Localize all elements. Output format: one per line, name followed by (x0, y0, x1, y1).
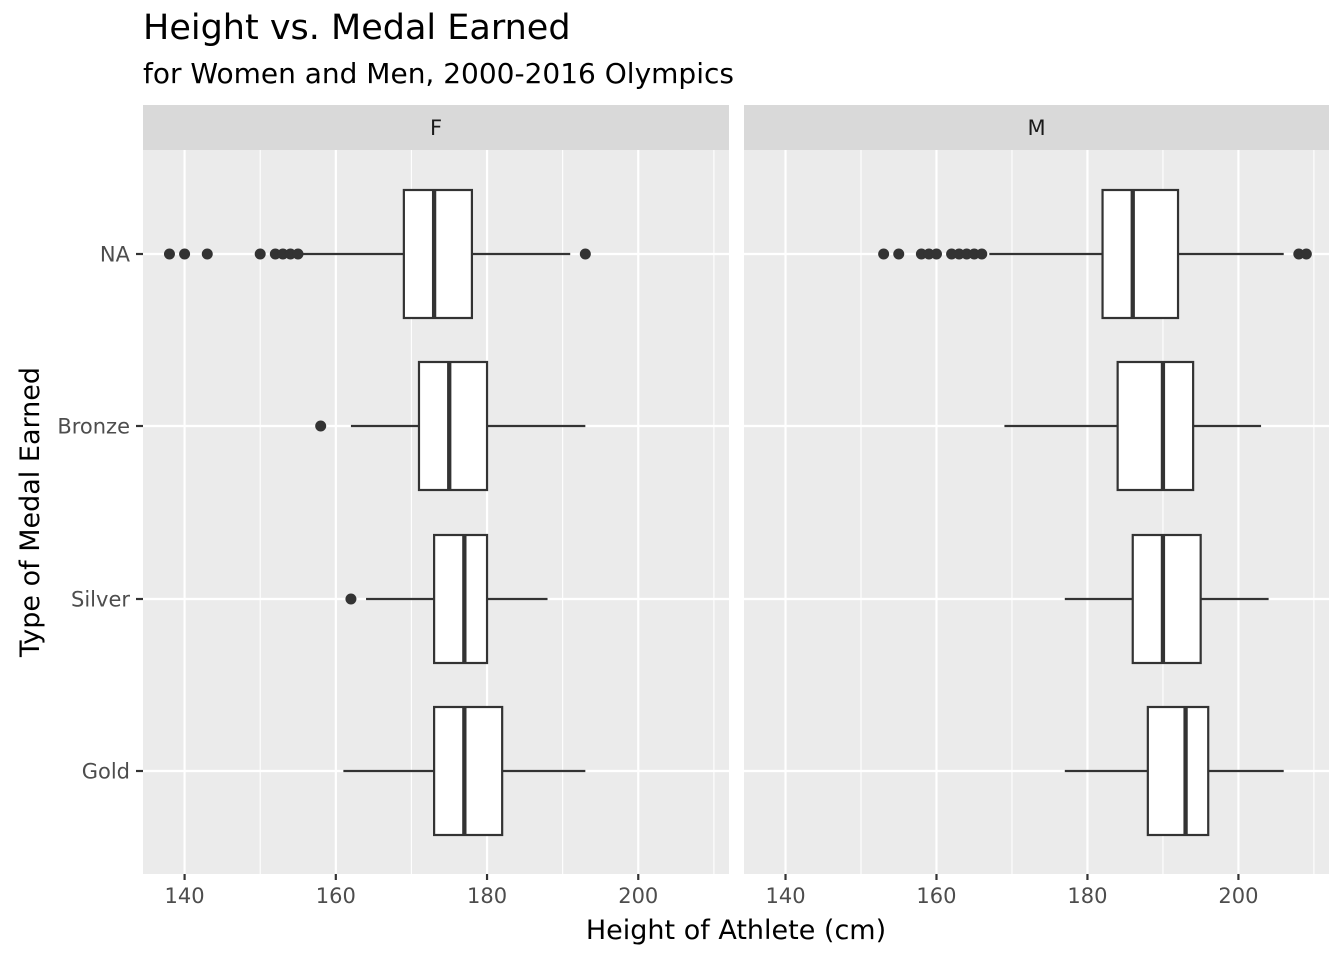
outlier-point (315, 420, 327, 432)
outlier-point (254, 248, 266, 260)
facet-label: F (430, 116, 442, 140)
x-tick-label: 160 (316, 884, 356, 908)
outlier-point (915, 248, 927, 260)
outlier-point (292, 248, 304, 260)
box-gold (343, 705, 586, 837)
outlier-point (968, 248, 980, 260)
box-iqr (402, 188, 474, 320)
outlier-point (179, 248, 191, 260)
box-silver (1064, 533, 1269, 665)
panel-background (744, 150, 1329, 874)
box-gold (1064, 705, 1284, 837)
box-na (878, 188, 1312, 320)
x-tick-label: 200 (618, 884, 658, 908)
chart-subtitle: for Women and Men, 2000-2016 Olympics (143, 57, 734, 90)
chart-title: Height vs. Medal Earned (143, 8, 571, 48)
y-tick-label: Gold (82, 760, 130, 784)
facet-strip (143, 105, 729, 150)
box-iqr (417, 360, 489, 492)
facet-strip (744, 105, 1329, 150)
box-iqr (1101, 188, 1180, 320)
box-iqr (433, 533, 489, 665)
x-tick-label: 200 (1218, 884, 1258, 908)
outlier-point (269, 248, 281, 260)
outlier-point (1300, 248, 1312, 260)
outlier-point (961, 248, 973, 260)
x-axis-title: Height of Athlete (cm) (586, 915, 886, 946)
x-tick-label: 140 (165, 884, 205, 908)
outlier-point (579, 248, 591, 260)
outlier-point (946, 248, 958, 260)
facet-label: M (1027, 116, 1045, 140)
box-na (163, 188, 591, 320)
box-iqr (1146, 705, 1210, 837)
outlier-point (878, 248, 890, 260)
box-iqr (1131, 533, 1202, 665)
outlier-point (277, 248, 289, 260)
outlier-point (1293, 248, 1305, 260)
outlier-point (976, 248, 988, 260)
outlier-point (930, 248, 942, 260)
outlier-point (284, 248, 296, 260)
outlier-point (345, 593, 357, 605)
outlier-point (953, 248, 965, 260)
outlier-point (163, 248, 175, 260)
box-silver (345, 533, 548, 665)
x-tick-label: 180 (467, 884, 507, 908)
y-tick-label: Silver (71, 588, 130, 612)
box-bronze (1004, 360, 1262, 492)
y-axis-title: Type of Medal Earned (15, 367, 46, 658)
box-iqr (1116, 360, 1195, 492)
x-tick-label: 140 (765, 884, 805, 908)
x-tick-label: 180 (1067, 884, 1107, 908)
y-tick-label: Bronze (57, 415, 130, 439)
outlier-point (923, 248, 935, 260)
y-tick-label: NA (100, 243, 131, 267)
x-tick-label: 160 (916, 884, 956, 908)
outlier-point (893, 248, 905, 260)
outlier-point (201, 248, 213, 260)
box-iqr (433, 705, 504, 837)
box-bronze (315, 360, 586, 492)
